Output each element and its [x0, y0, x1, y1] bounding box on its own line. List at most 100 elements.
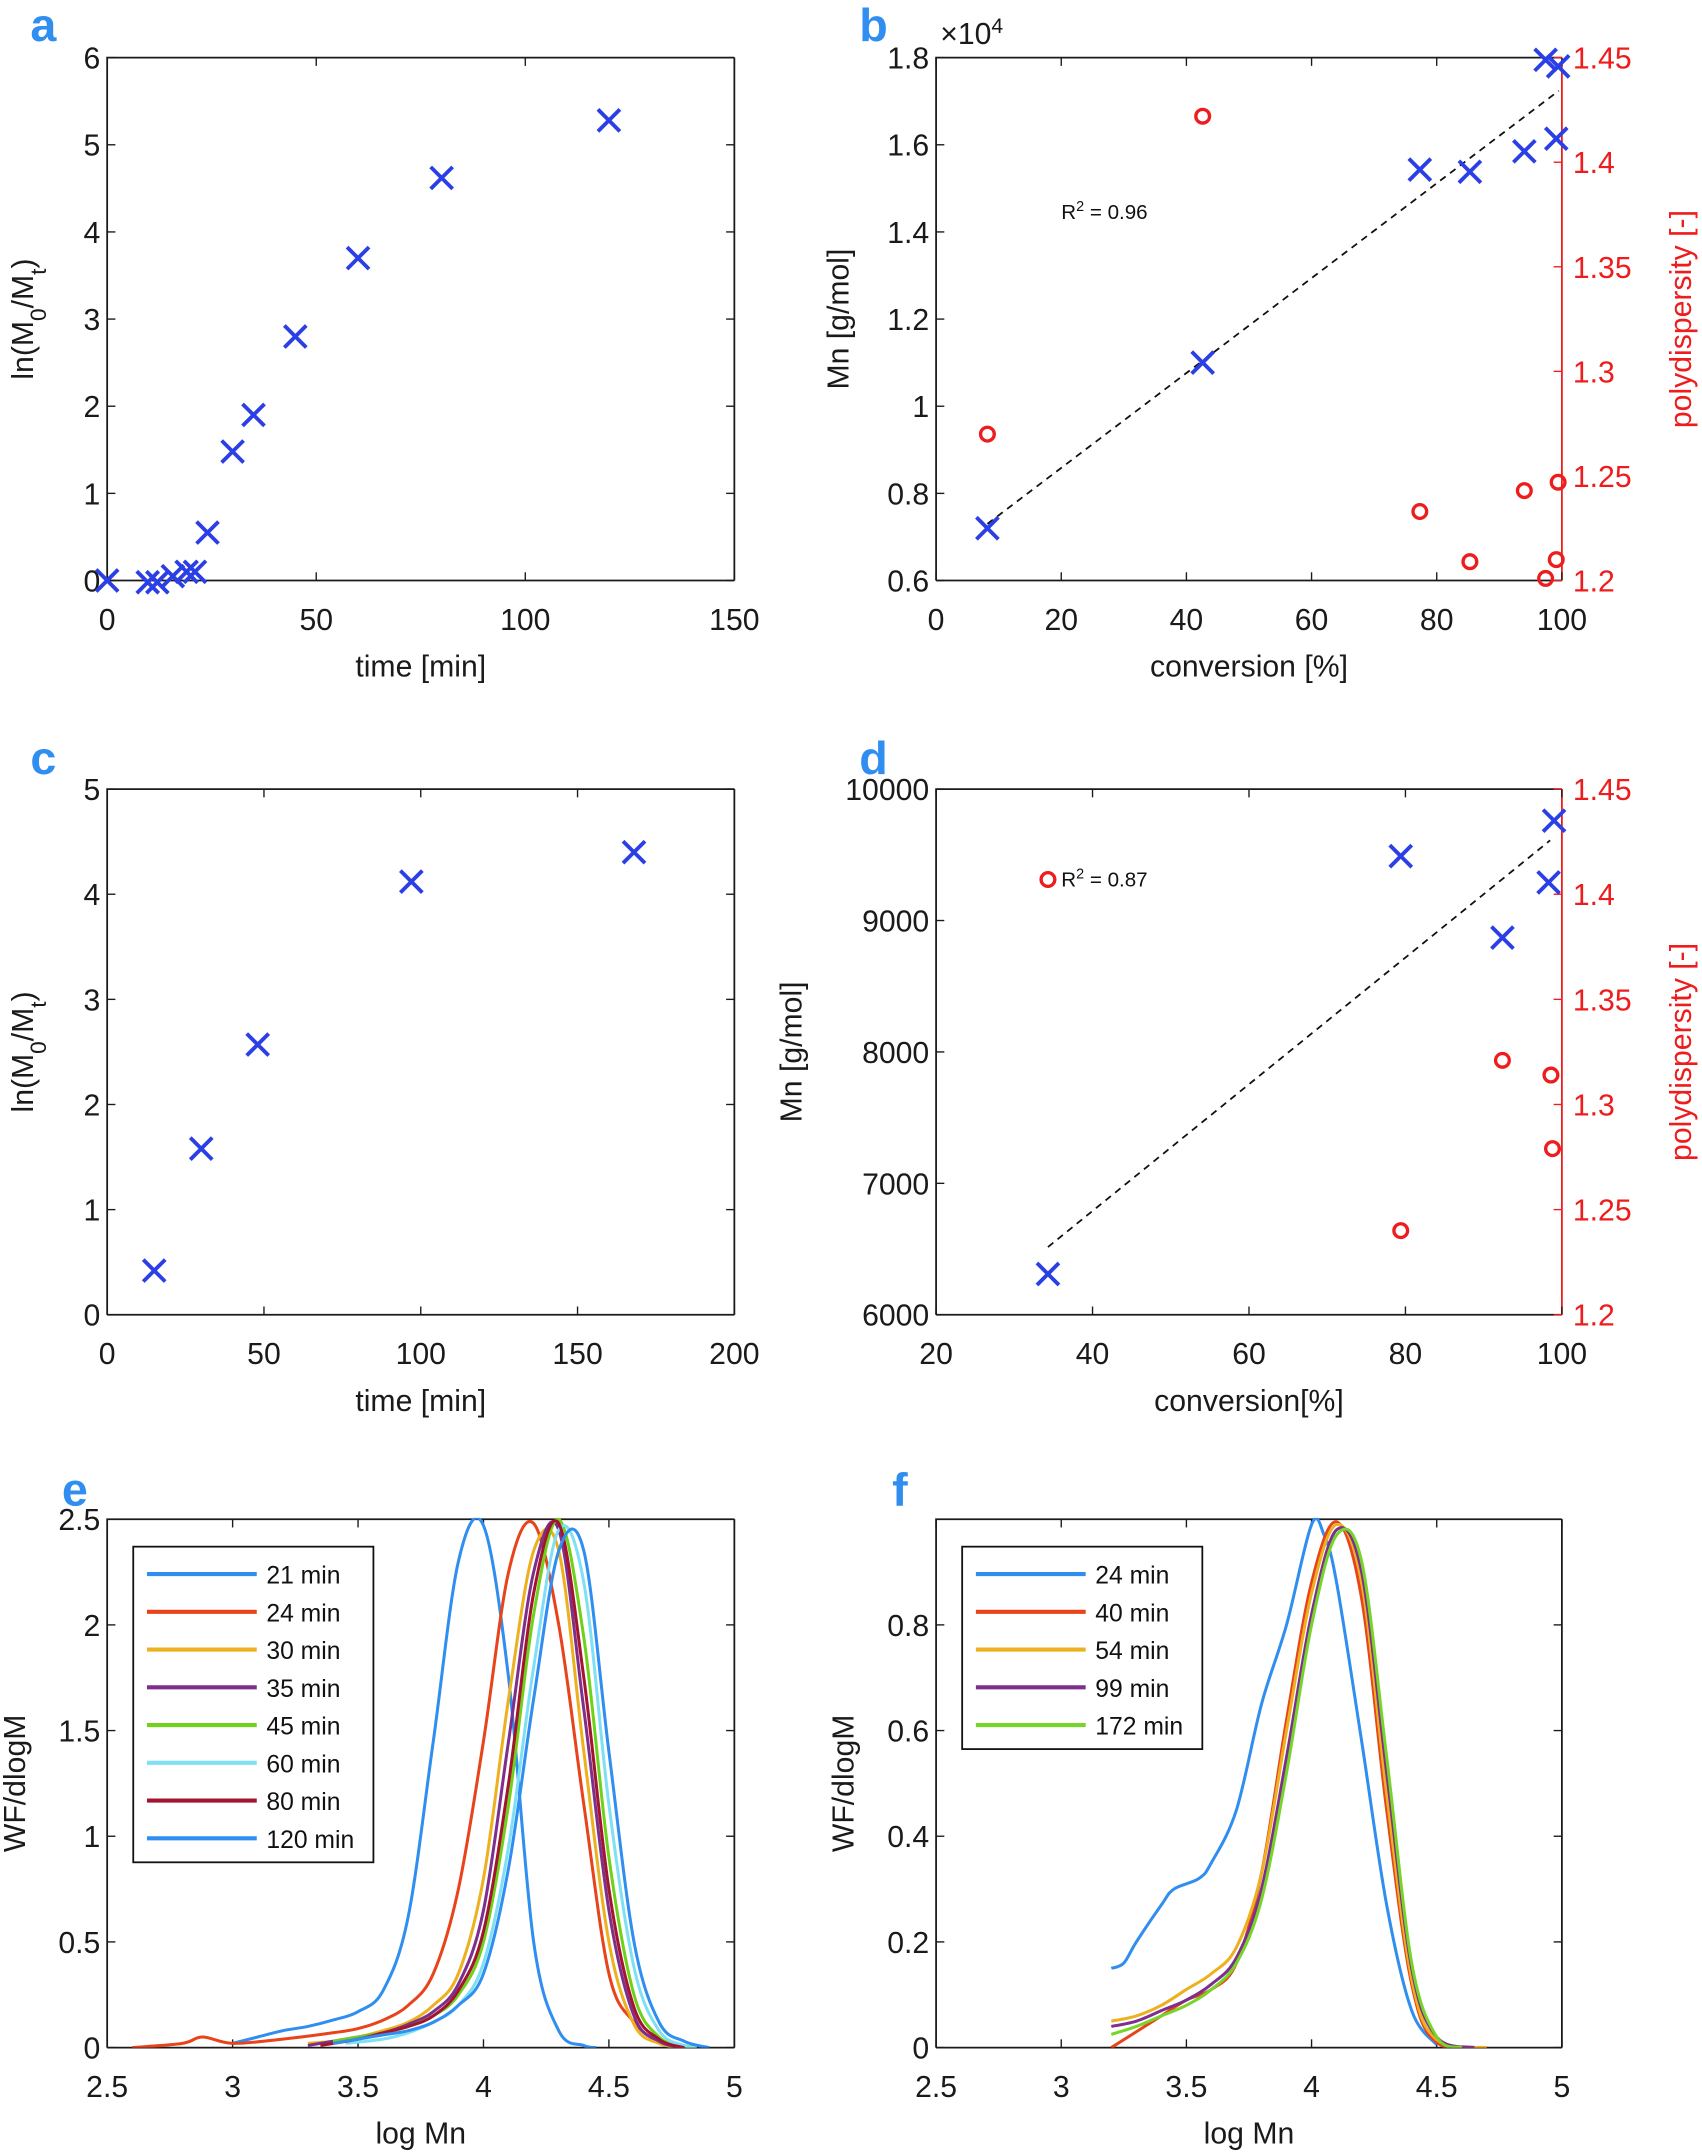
panel-letter: e [62, 1463, 88, 1515]
right-y-tick-label: 1.45 [1573, 43, 1632, 76]
data-point-circle [1392, 1222, 1410, 1240]
legend-label: 30 min [266, 1638, 340, 1665]
y-tick-label: 4 [84, 879, 101, 912]
right-y-tick-label: 1.35 [1573, 252, 1632, 285]
x-tick-label: 100 [396, 1338, 446, 1371]
panel-d: d 20 40 60 80 100 6000 7000 8000 9000 10000 1.2 1.25… [776, 732, 1698, 1418]
x-tick-label: 100 [1537, 604, 1587, 637]
y-tick-label: 3 [84, 984, 101, 1017]
trend-line [1047, 839, 1551, 1248]
panel-letter: b [859, 0, 887, 51]
x-tick-label: 0 [928, 604, 945, 637]
right-y-tick-label: 1.2 [1573, 1300, 1615, 1333]
y-axis-label: ln(M0/Mt) [7, 991, 51, 1112]
right-y-tick-label: 1.2 [1573, 565, 1615, 598]
x-tick-label: 40 [1076, 1338, 1110, 1371]
right-y-tick-label: 1.4 [1573, 147, 1615, 180]
series-line-30-min [307, 1527, 685, 2048]
x-tick-label: 5 [726, 2071, 743, 2104]
legend-label: 24 min [266, 1600, 340, 1627]
legend-label: 54 min [1095, 1638, 1169, 1665]
y-tick-label: 7000 [862, 1168, 929, 1201]
series-line-24-min [132, 1520, 685, 2048]
axes-frame [106, 56, 735, 581]
y-axis-label: WF/dlogM [828, 1715, 861, 1853]
x-axis-label: log Mn [1204, 2118, 1295, 2151]
axes-frame [935, 56, 1562, 581]
y-tick-label: 4 [84, 217, 101, 250]
panel-letter: d [859, 732, 887, 784]
y-axis-label: Mn [g/mol] [776, 981, 809, 1122]
legend-label: 35 min [266, 1676, 340, 1703]
y-tick-label: 3 [84, 304, 101, 337]
panel-letter: a [30, 0, 57, 51]
x-axis-label: time [min] [355, 1385, 486, 1418]
legend-label: 80 min [266, 1789, 340, 1816]
data-point-circle [1461, 553, 1479, 571]
data-point-cross [1541, 808, 1567, 833]
data-point-cross [245, 1032, 271, 1057]
data-point-cross [1407, 157, 1433, 182]
r-squared-annotation: R2 = 0.96 [1061, 199, 1147, 224]
y-tick-label: 1.2 [887, 304, 929, 337]
x-tick-label: 3.5 [1165, 2071, 1207, 2104]
x-axis-label: conversion[%] [1154, 1385, 1344, 1418]
axes-frame [935, 788, 1562, 1315]
x-tick-label: 60 [1295, 604, 1329, 637]
data-point-circle [1543, 1140, 1562, 1158]
series-line-45-min [332, 1517, 697, 2048]
right-y-tick-label: 1.35 [1573, 984, 1632, 1017]
data-point-cross [1490, 925, 1515, 950]
data-point-circle [1194, 107, 1212, 125]
x-tick-label: 20 [919, 1338, 953, 1371]
x-tick-label: 200 [709, 1338, 759, 1371]
right-y-tick-label: 1.3 [1573, 1089, 1615, 1122]
y-tick-label: 0.2 [887, 1927, 929, 1960]
data-point-cross [188, 1136, 214, 1161]
data-point-circle [1542, 1066, 1560, 1084]
data-point-cross [135, 569, 161, 595]
x-tick-label: 80 [1389, 1338, 1423, 1371]
data-point-cross [621, 839, 647, 865]
x-tick-label: 50 [299, 604, 333, 637]
series-line-24-min [1110, 1517, 1438, 2046]
data-point-cross [1543, 126, 1569, 152]
data-point-circle [1549, 473, 1567, 491]
x-tick-label: 2.5 [86, 2071, 128, 2104]
data-point-cross [1388, 843, 1414, 869]
y-tick-label: 0.8 [887, 478, 929, 511]
panel-c: c 0 50 100 150 200 0 1 2 3 4 5 time [min] ln(M0/Mt) [7, 732, 759, 1418]
data-point-circle [1537, 569, 1555, 587]
legend-label: 21 min [266, 1563, 340, 1590]
r-squared-annotation: R2 = 0.87 [1061, 866, 1147, 891]
y-tick-label: 1.5 [58, 1716, 100, 1749]
y-tick-label: 0.6 [887, 565, 929, 598]
legend-label: 40 min [1095, 1600, 1169, 1627]
y-tick-label: 6 [84, 43, 101, 76]
series-line-80-min [320, 1519, 685, 2048]
series-line-54-min [1111, 1522, 1488, 2048]
y-tick-label: 9000 [862, 905, 929, 938]
data-point-cross [345, 245, 371, 271]
y-axis-label: ln(M0/Mt) [7, 258, 51, 379]
y-tick-label: 0.6 [887, 1716, 929, 1749]
y-tick-label: 0 [912, 2033, 929, 2066]
x-tick-label: 4 [475, 2071, 492, 2104]
x-tick-label: 100 [1537, 1338, 1587, 1371]
data-point-cross [174, 559, 199, 585]
y-tick-label: 0.8 [887, 1610, 929, 1643]
series-line-21-min [232, 1517, 597, 2048]
data-point-cross [429, 165, 455, 191]
y-tick-label: 1.8 [887, 43, 929, 76]
legend-label: 60 min [266, 1751, 340, 1778]
x-tick-label: 60 [1232, 1338, 1266, 1371]
y-axis-label: Mn [g/mol] [822, 249, 855, 390]
data-point-cross [1536, 870, 1561, 895]
x-tick-label: 80 [1420, 604, 1454, 637]
x-tick-label: 100 [500, 604, 550, 637]
right-y-tick-label: 1.45 [1573, 774, 1632, 807]
y-tick-label: 0 [84, 2033, 101, 2066]
x-tick-label: 4 [1303, 2071, 1320, 2104]
